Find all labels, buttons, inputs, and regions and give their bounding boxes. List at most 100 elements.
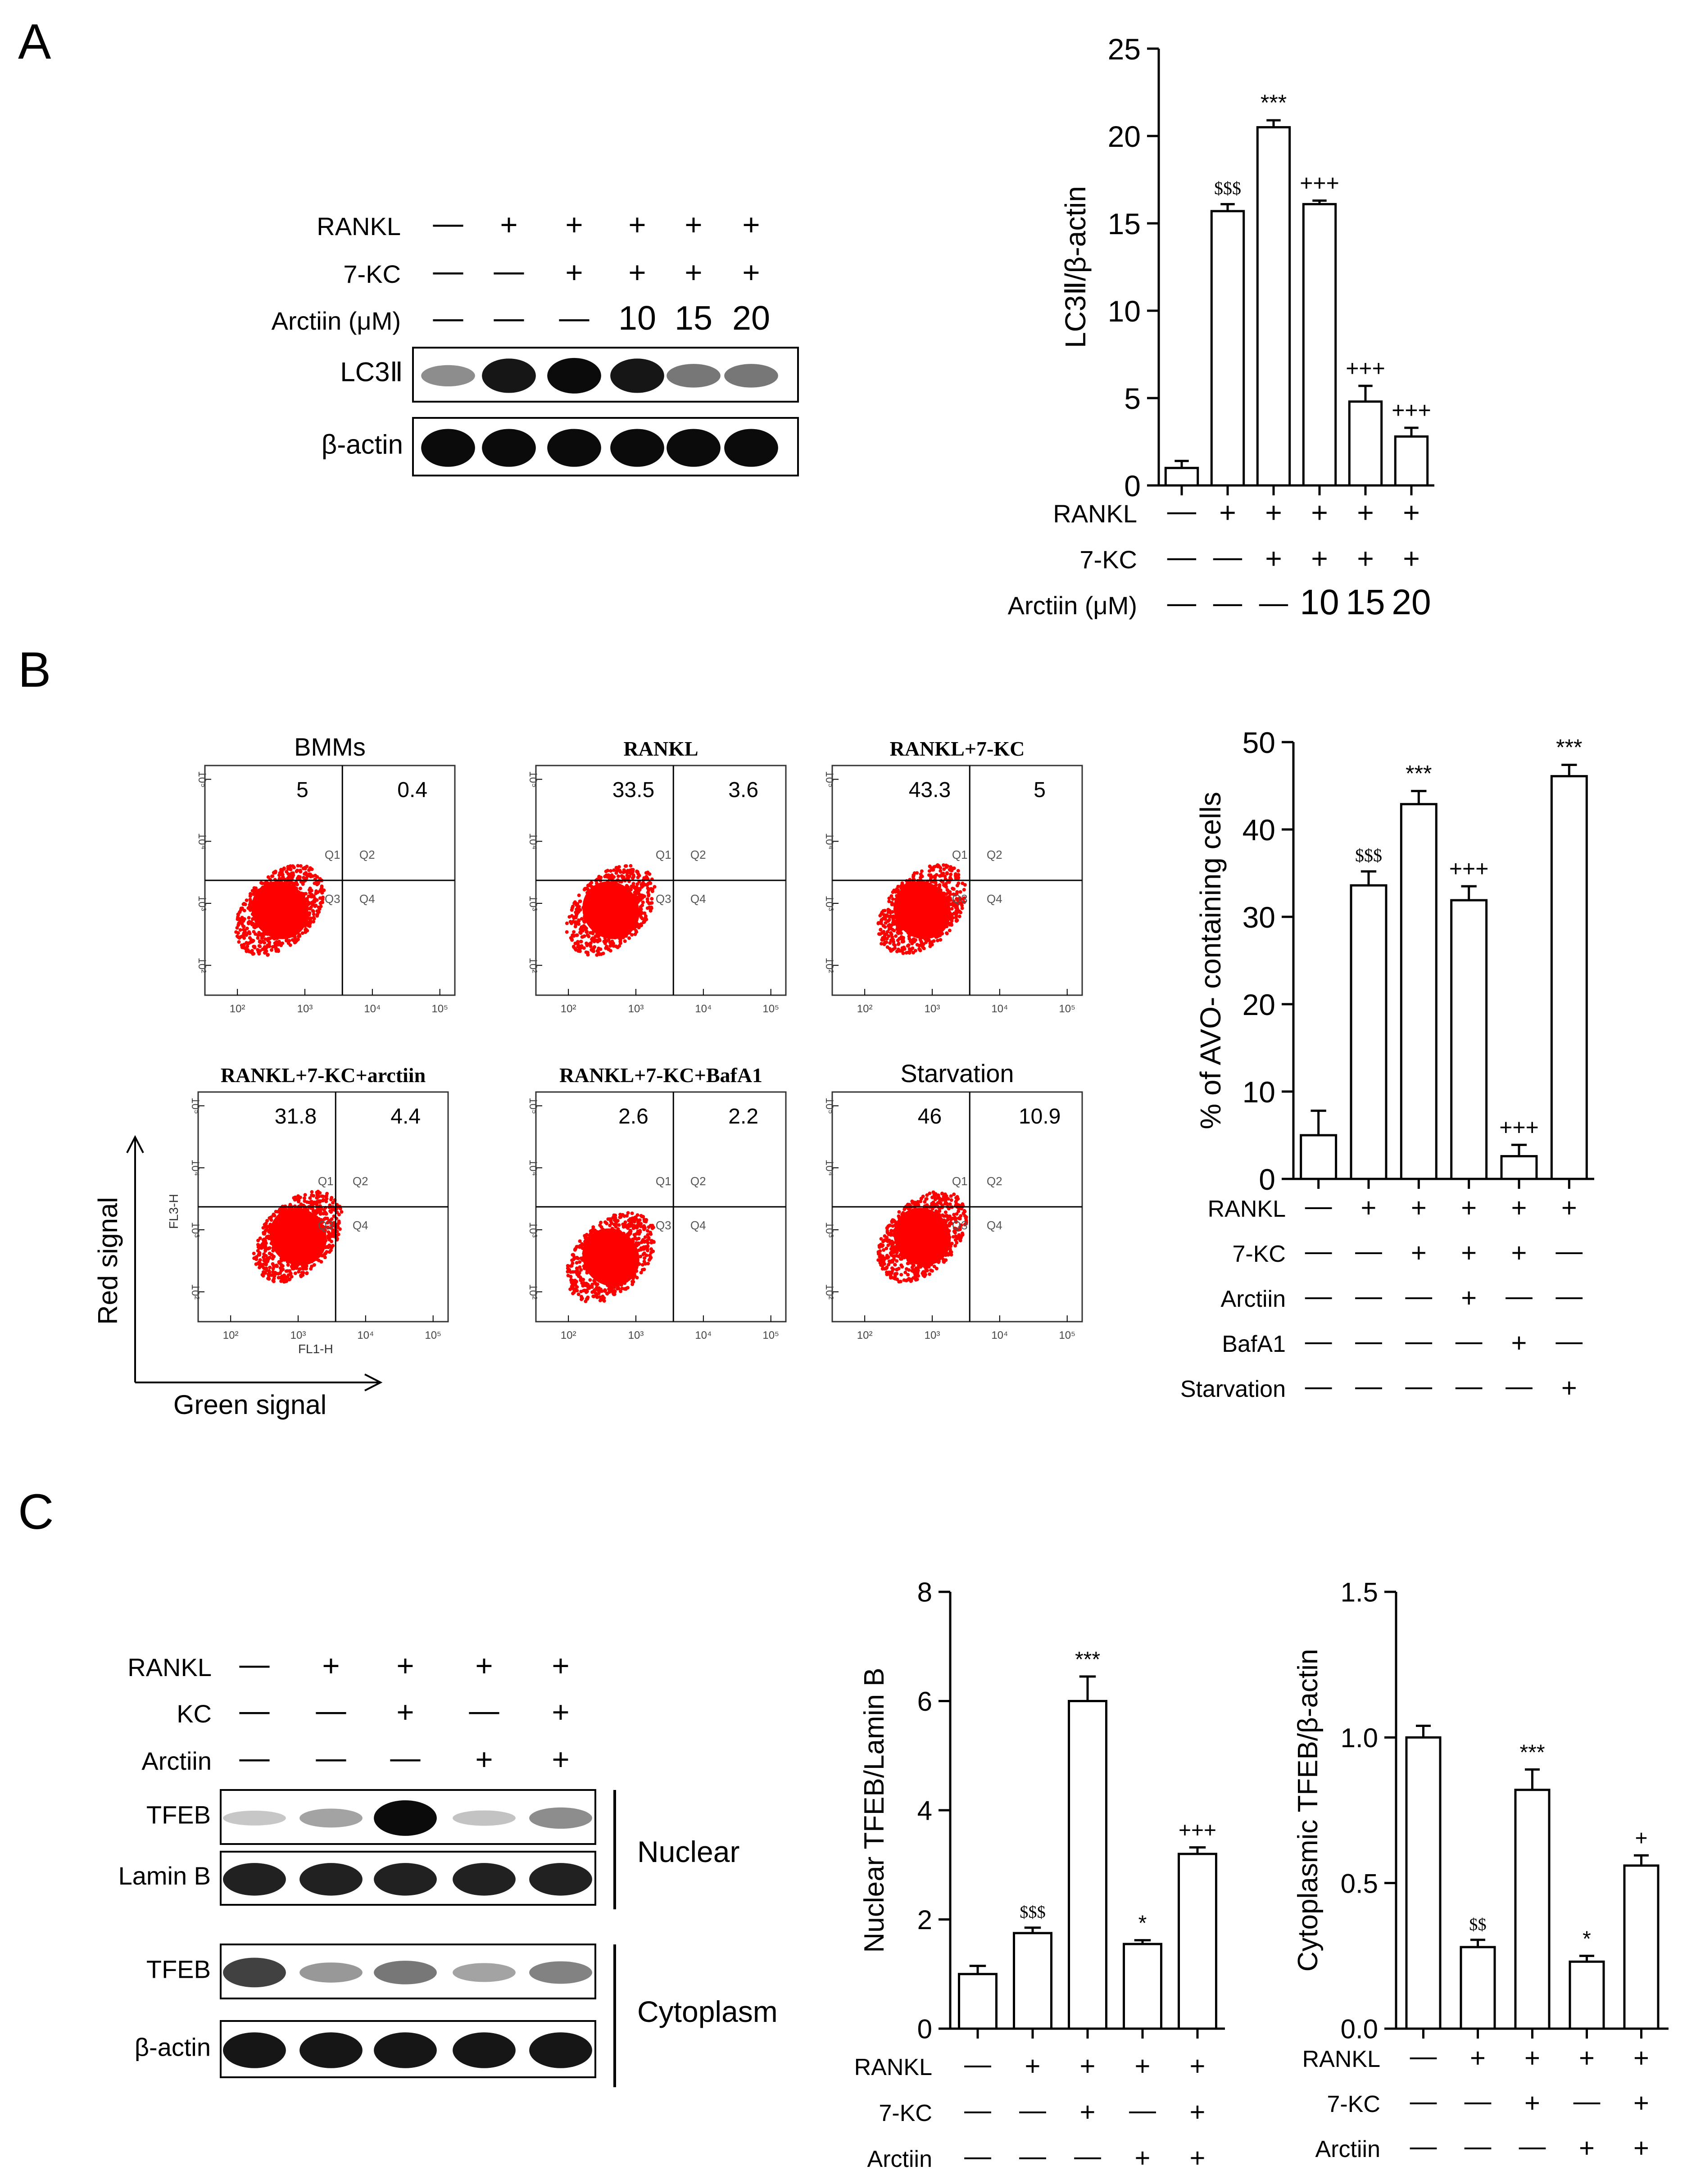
facs-dot-core — [582, 881, 639, 939]
facs-dot — [902, 1278, 906, 1282]
facs-dot — [601, 1298, 605, 1302]
facs-dot — [247, 921, 251, 925]
facs-dot — [609, 1219, 613, 1223]
facs-dot — [891, 1241, 895, 1245]
facs-dot — [880, 1264, 884, 1268]
facs-tick-label: 10⁴ — [823, 1160, 835, 1176]
blot-c-condition-value: — — [316, 1694, 346, 1727]
condition-value: + — [1411, 1192, 1427, 1223]
blot-c-condition-value: — — [316, 1741, 346, 1775]
y-tick-label: 15 — [1108, 207, 1141, 240]
facs-dot — [889, 1242, 893, 1245]
significance-label: *** — [1519, 1740, 1545, 1764]
facs-dot — [955, 909, 959, 913]
facs-tick-label: 10⁵ — [527, 771, 539, 788]
facs-dot — [274, 946, 278, 950]
quadrant-value: 10.9 — [1019, 1105, 1061, 1128]
condition-value: + — [1135, 2051, 1151, 2081]
facs-dot — [270, 1253, 274, 1257]
blot-a-condition-value: — — [494, 301, 524, 335]
facs-dot — [952, 903, 955, 907]
facs-dot — [897, 1267, 901, 1271]
facs-dot — [599, 947, 603, 951]
facs-dot — [957, 1216, 961, 1220]
blot-a-condition-value: — — [494, 254, 524, 288]
facs-dot — [898, 929, 902, 933]
facs-dot — [253, 945, 257, 949]
facs-dot — [264, 1263, 268, 1267]
condition-value: — — [1305, 1236, 1332, 1266]
facs-dot — [580, 1297, 584, 1301]
facs-dot — [588, 1278, 592, 1282]
condition-value: — — [1405, 1281, 1432, 1311]
facs-dot — [243, 902, 247, 906]
facs-dot — [943, 875, 947, 879]
quadrant-value: 5 — [296, 778, 308, 802]
facs-dot — [237, 921, 241, 925]
facs-dot — [623, 1220, 627, 1224]
facs-dot — [635, 1276, 639, 1280]
significance-label: +++ — [1300, 171, 1339, 196]
bar — [1569, 1960, 1605, 2030]
facs-dot — [619, 1289, 622, 1293]
facs-dot — [877, 1245, 881, 1249]
facs-dot — [577, 947, 581, 952]
facs-dot — [271, 1278, 275, 1282]
facs-dot — [952, 1192, 956, 1196]
facs-dot — [308, 1196, 312, 1200]
facs-dot — [916, 1202, 920, 1206]
facs-dot — [281, 873, 285, 877]
facs-dot — [916, 1274, 921, 1278]
condition-value: + — [1633, 2043, 1649, 2073]
facs-tick-label: 10⁴ — [695, 1003, 712, 1015]
facs-dot — [597, 875, 601, 879]
facs-dot — [278, 1207, 282, 1211]
facs-dot — [921, 942, 925, 946]
facs-dot — [943, 1192, 947, 1196]
facs-dot — [955, 1241, 959, 1245]
facs-dot — [942, 1195, 946, 1199]
facs-dot — [642, 1226, 646, 1230]
blot-c-condition-value: + — [396, 1695, 414, 1729]
facs-dot — [242, 924, 246, 929]
blot-band — [374, 1961, 437, 1985]
y-tick-label: 0.5 — [1341, 1868, 1378, 1899]
facs-dot — [572, 945, 576, 949]
facs-dot — [330, 1246, 334, 1250]
facs-dot — [258, 1265, 262, 1269]
facs-dot — [948, 1249, 952, 1253]
facs-dot — [295, 1266, 299, 1270]
facs-dot — [315, 1201, 319, 1205]
facs-dot — [308, 888, 311, 892]
facs-dot-core — [582, 1228, 639, 1287]
facs-dot — [885, 1229, 889, 1233]
facs-dot — [889, 1275, 893, 1279]
blot-band — [223, 1810, 286, 1826]
blot-strip — [220, 2020, 596, 2078]
facs-dot — [254, 1262, 258, 1266]
facs-dot — [639, 1255, 643, 1259]
facs-dot — [321, 900, 324, 904]
facs-dot — [309, 893, 313, 897]
facs-dot — [876, 921, 880, 925]
condition-value: — — [1555, 1281, 1583, 1311]
significance-label: + — [1635, 1826, 1647, 1850]
blot-c-condition-value: + — [552, 1695, 569, 1729]
significance-label: *** — [1556, 734, 1582, 760]
condition-value: + — [1357, 542, 1374, 575]
facs-dot — [338, 1227, 342, 1231]
facs-dot — [629, 864, 633, 868]
condition-value: + — [1357, 496, 1374, 529]
condition-label: Starvation — [1180, 1376, 1286, 1402]
facs-dot — [947, 895, 951, 899]
facs-dot — [901, 936, 905, 940]
condition-value: + — [1561, 1192, 1577, 1223]
facs-dot — [587, 942, 591, 946]
facs-tick-label: 10³ — [628, 1329, 644, 1341]
facs-dot — [646, 1233, 650, 1237]
blot-band — [299, 1863, 363, 1896]
facs-dot — [305, 897, 309, 901]
facs-dot — [569, 1264, 573, 1268]
facs-tick-label: 10³ — [527, 1222, 539, 1238]
